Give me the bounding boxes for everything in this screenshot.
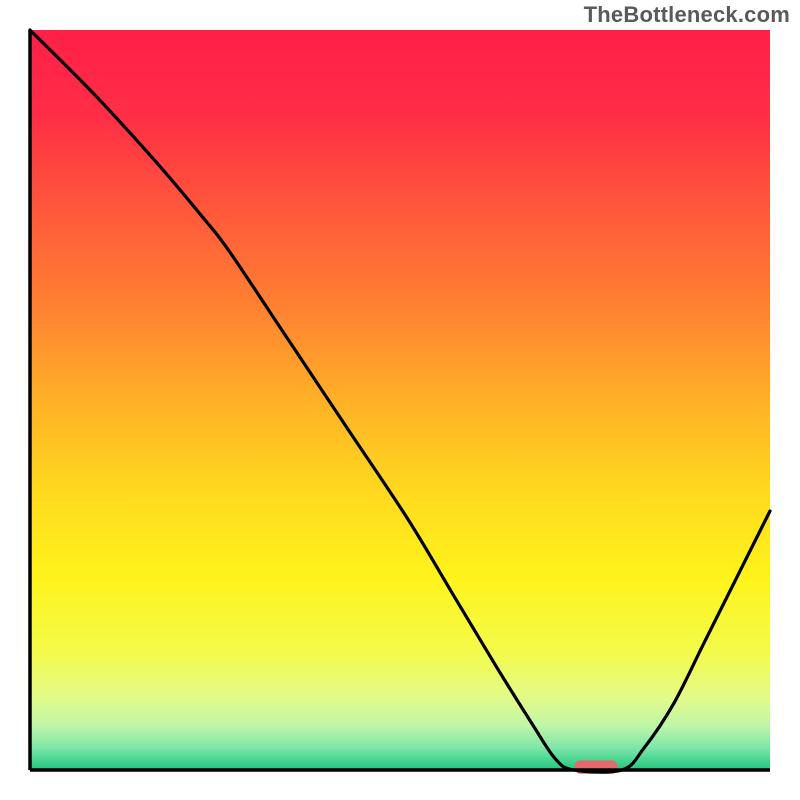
gradient-background xyxy=(30,30,770,770)
watermark-text: TheBottleneck.com xyxy=(584,2,790,28)
chart-container: { "watermark": "TheBottleneck.com", "cha… xyxy=(0,0,800,800)
bottleneck-chart xyxy=(0,0,800,800)
